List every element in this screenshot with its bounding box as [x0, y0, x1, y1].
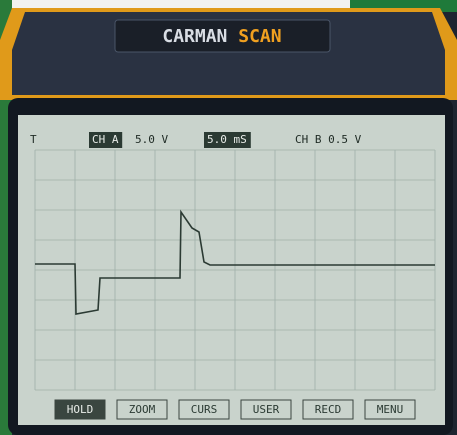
device-photo: CARMAN SCAN T CH A 5.0 V 5.0 mS CH B 0.5 V H…: [0, 0, 457, 435]
header-item: CH A: [92, 133, 119, 146]
button-label[interactable]: USER: [253, 403, 280, 416]
button-label[interactable]: MENU: [377, 403, 404, 416]
header-item: 5.0 V: [135, 133, 168, 146]
brand-suffix: SCAN: [238, 26, 281, 47]
brand: CARMAN SCAN: [162, 26, 281, 47]
button-label[interactable]: CURS: [191, 403, 218, 416]
header-item: CH B 0.5 V: [295, 133, 362, 146]
wall: [0, 0, 350, 8]
button-label[interactable]: RECD: [315, 403, 342, 416]
header-item: 5.0 mS: [207, 133, 247, 146]
header-item: T: [30, 133, 37, 146]
brand-name: CARMAN: [162, 26, 227, 47]
button-label[interactable]: HOLD: [67, 403, 94, 416]
button-label[interactable]: ZOOM: [129, 403, 156, 416]
